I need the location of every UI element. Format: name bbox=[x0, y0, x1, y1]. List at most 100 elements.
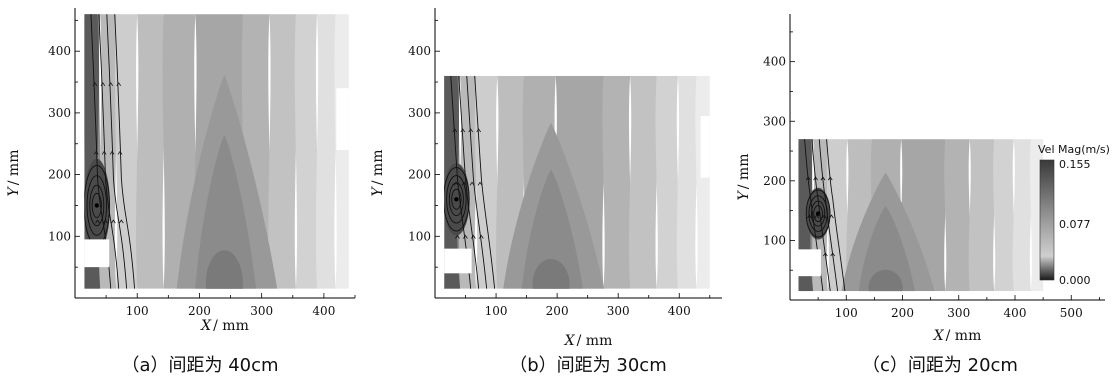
x-tick-label: 200 bbox=[546, 304, 569, 318]
streamline-arrow bbox=[805, 176, 811, 181]
y-tick-label: 400 bbox=[48, 44, 71, 58]
streamline-arrow bbox=[827, 176, 833, 181]
colorbar-legend: Vel Mag(m/s) 0.155 0.077 0.000 bbox=[1038, 143, 1110, 287]
low-speed-zone-core bbox=[532, 258, 570, 289]
y-tick-label: 200 bbox=[48, 168, 71, 182]
y-tick-label: 200 bbox=[408, 168, 431, 182]
contour-band bbox=[474, 75, 499, 289]
streamline-arrow bbox=[103, 219, 108, 224]
contour-field bbox=[798, 139, 1044, 292]
legend-max-label: 0.155 bbox=[1059, 158, 1091, 171]
contour-band bbox=[114, 14, 139, 289]
streamline-arrow bbox=[453, 181, 459, 186]
x-axis-label: X / mm bbox=[564, 333, 613, 349]
y-tick-label: 300 bbox=[408, 106, 431, 120]
x-tick-label: 400 bbox=[1004, 306, 1027, 320]
legend-mid-label: 0.077 bbox=[1059, 218, 1091, 231]
legend-min-label: 0.000 bbox=[1059, 274, 1091, 287]
vortex-center bbox=[94, 203, 99, 208]
streamline bbox=[466, 75, 488, 289]
streamline-arrow bbox=[469, 181, 475, 186]
low-speed-zone-core bbox=[868, 269, 903, 292]
streamline-arrow bbox=[468, 128, 474, 133]
caption-b: （b）间距为 30cm bbox=[509, 355, 667, 376]
y-tick-label: 200 bbox=[763, 174, 786, 188]
streamline-arrow bbox=[471, 234, 476, 239]
streamline-arrow bbox=[477, 181, 483, 186]
x-tick-label: 100 bbox=[835, 306, 858, 320]
contour-band bbox=[944, 139, 971, 292]
streamline-arrow bbox=[111, 219, 116, 224]
contour-band bbox=[136, 14, 165, 289]
contour-band bbox=[1012, 139, 1032, 292]
streamline-arrow bbox=[813, 176, 818, 181]
streamline-arrow bbox=[830, 252, 836, 257]
streamline bbox=[818, 139, 839, 292]
x-tick-label: 100 bbox=[126, 304, 149, 318]
streamline bbox=[811, 139, 831, 292]
streamline-arrow bbox=[821, 214, 827, 219]
low-speed-zone-mid bbox=[858, 205, 915, 292]
vortex-center bbox=[815, 211, 821, 216]
vortex-streamline bbox=[805, 189, 831, 238]
vortex-streamline bbox=[86, 175, 107, 236]
no-data-cutout bbox=[700, 115, 710, 178]
low-speed-zone-core bbox=[205, 250, 243, 289]
x-tick-label: 200 bbox=[891, 306, 914, 320]
streamline bbox=[106, 14, 128, 289]
streamline-arrow bbox=[109, 150, 115, 155]
contour-band bbox=[655, 75, 680, 289]
vortex-streamline bbox=[91, 192, 102, 218]
low-speed-zone-mid bbox=[195, 134, 257, 289]
streamline-arrow bbox=[108, 82, 114, 87]
x-tick-label: 500 bbox=[1060, 306, 1083, 320]
streamline bbox=[450, 75, 472, 289]
contour-band bbox=[334, 14, 349, 289]
panel-a: 100 200 300 400 100 200 300 400 X / mm Y/ mm bbox=[6, 8, 356, 334]
streamline-arrow bbox=[814, 214, 820, 219]
streamline bbox=[826, 139, 846, 292]
y-tick-label: 400 bbox=[408, 44, 431, 58]
y-axis-label: Y/ mm bbox=[6, 150, 22, 197]
x-tick-label: 300 bbox=[607, 304, 630, 318]
legend-title: Vel Mag(m/s) bbox=[1038, 143, 1110, 156]
x-axis-label: X / mm bbox=[933, 328, 982, 344]
contour-field bbox=[444, 75, 710, 289]
streamline-arrow bbox=[101, 150, 107, 155]
streamline bbox=[90, 14, 112, 289]
streamline-arrow bbox=[479, 234, 484, 239]
y-tick-label: 100 bbox=[763, 233, 786, 247]
contour-band bbox=[993, 139, 1015, 292]
contour-band bbox=[294, 14, 319, 289]
x-tick-label: 300 bbox=[947, 306, 970, 320]
streamline-arrow bbox=[823, 252, 828, 257]
vortex-streamline bbox=[89, 184, 105, 227]
streamline-arrow bbox=[820, 176, 826, 181]
streamline-arrow bbox=[452, 128, 458, 133]
y-tick-label: 100 bbox=[48, 229, 71, 243]
panel-b: 100 200 300 400 100 200 300 400 X / mm Y/ mm bbox=[370, 8, 722, 349]
contour-band bbox=[315, 14, 337, 289]
streamline bbox=[458, 75, 480, 289]
streamline-arrow bbox=[117, 150, 123, 155]
panel-c: 100 200 300 400 500 100 200 300 400 X / mm Y/ mm Vel… bbox=[736, 14, 1110, 344]
streamline-arrow bbox=[807, 214, 812, 219]
vortex-streamline bbox=[813, 205, 823, 223]
y-tick-label: 400 bbox=[763, 55, 786, 69]
caption-c: （c）间距为 20cm bbox=[862, 355, 1018, 376]
contour-band bbox=[268, 14, 298, 289]
streamline-arrow bbox=[460, 128, 466, 133]
no-data-cutout bbox=[336, 88, 349, 150]
y-axis-label: Y/ mm bbox=[370, 150, 386, 197]
streamline-arrow bbox=[92, 82, 98, 87]
streamline-arrow bbox=[829, 214, 834, 219]
x-tick-label: 400 bbox=[668, 304, 691, 318]
vortex-streamline bbox=[446, 175, 467, 224]
streamline-arrow bbox=[461, 181, 467, 186]
colorbar bbox=[1039, 159, 1055, 281]
no-data-cutout bbox=[84, 239, 110, 268]
x-tick-label: 100 bbox=[485, 304, 508, 318]
y-tick-label: 300 bbox=[763, 114, 786, 128]
no-data-cutout bbox=[798, 249, 821, 277]
contour-field bbox=[84, 14, 349, 289]
